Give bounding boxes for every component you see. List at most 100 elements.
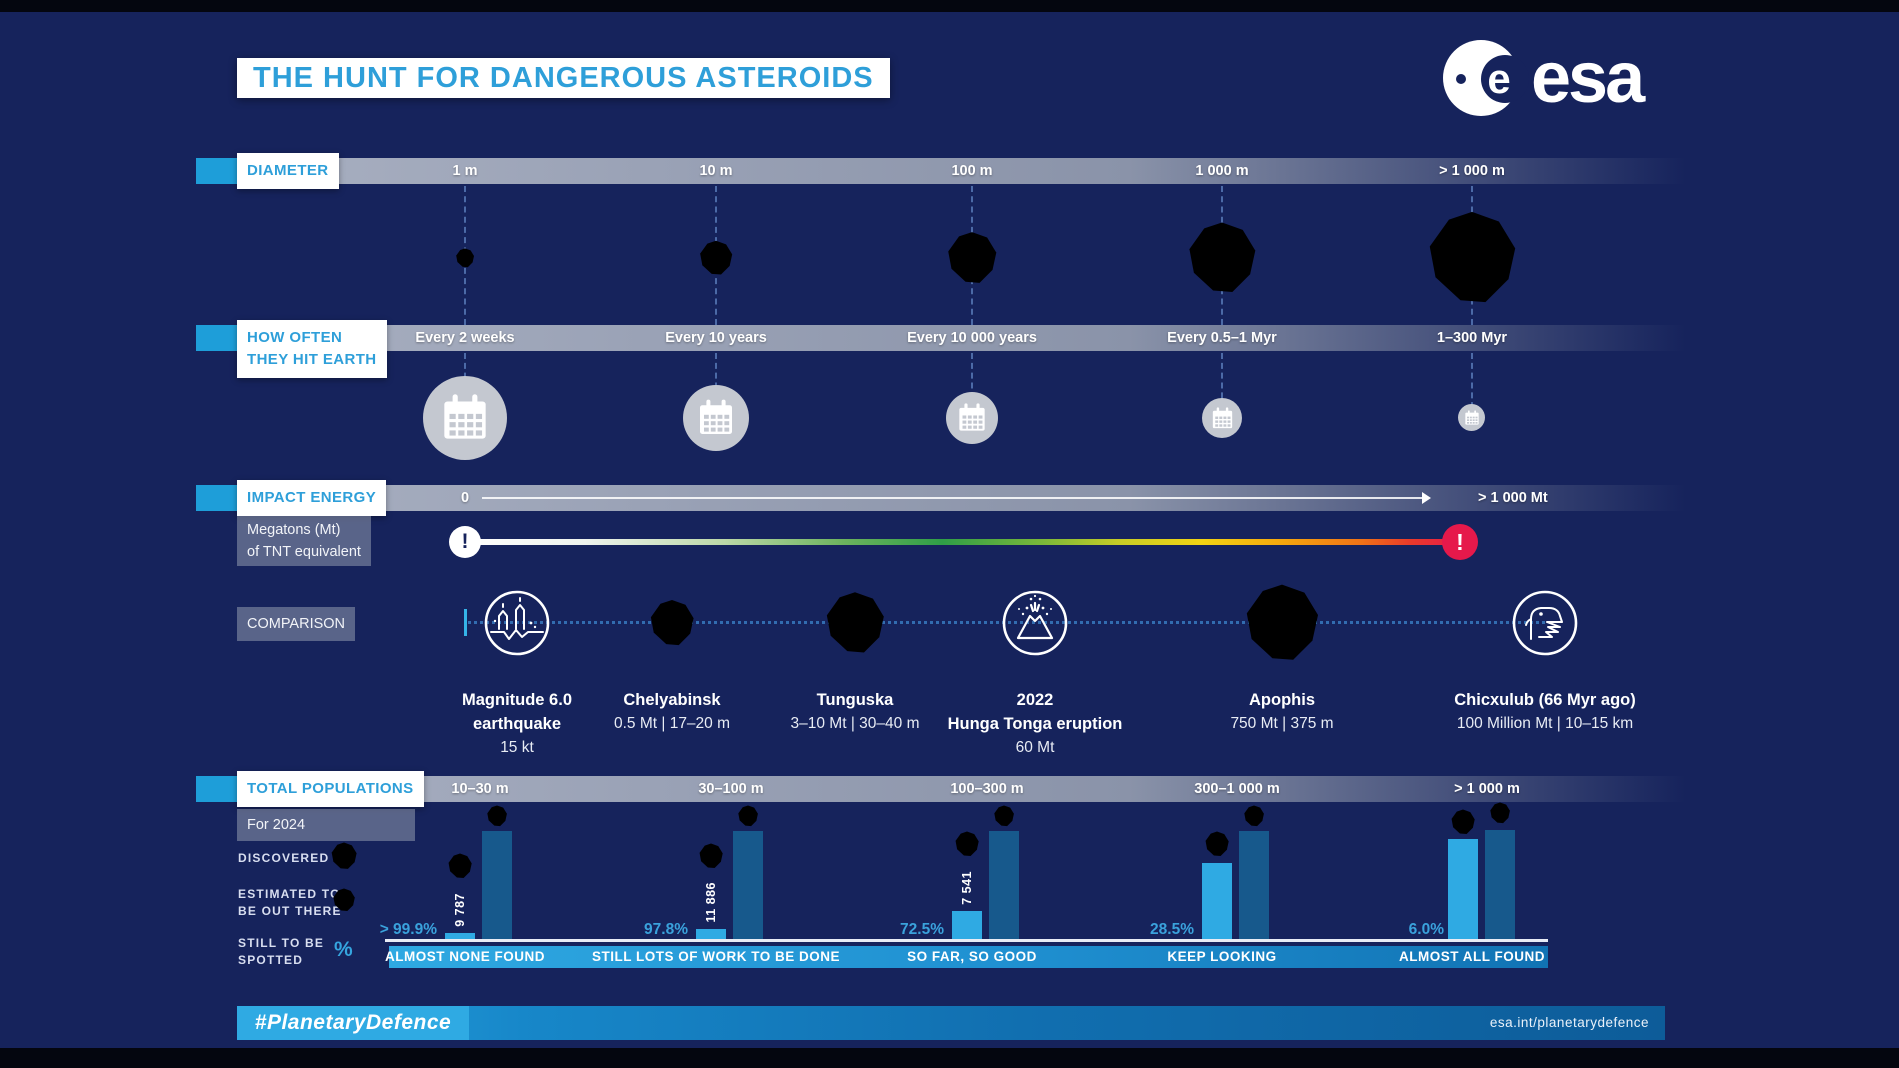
footer-url: esa.int/planetarydefence [1489,1015,1649,1030]
comparison-value: 0.5 Mt | 17–20 m [613,715,731,732]
accent-block [196,325,237,351]
bar-estimated: 6 900 [1239,681,1269,941]
hashtag-box: #PlanetaryDefence [237,1006,469,1040]
frequency-tick: Every 10 years [665,330,767,346]
percent-spotted: > 99.9% [379,921,437,938]
diameter-label-box: DIAMETER [237,153,339,189]
hashtag: #PlanetaryDefence [254,1011,452,1034]
population-category: > 1 000 m [1454,781,1520,797]
comparison-name: 2022 [1016,691,1054,709]
verdict-label: KEEP LOOKING [1167,949,1277,964]
bar-discovered: 11 886 [696,681,726,941]
estimated-asteroid-icon [1244,805,1264,827]
discovered-asteroid-icon [699,843,723,868]
populations-label: TOTAL POPULATIONS [247,780,414,797]
frequency-label: HOW OFTEN [247,329,343,346]
accent-block [196,485,237,511]
asteroid-icon [700,240,733,275]
calendar-icon [1202,398,1242,438]
legend-discovered: DISCOVERED [238,851,330,865]
bar-value: 11 886 [704,882,718,923]
bar-discovered: 9 787 [445,681,475,941]
bar-estimated: 0.6 Million [733,681,763,941]
impact-scale-start: 0 [460,490,470,506]
column-dash [971,353,973,418]
impact-energy-label: IMPACT ENERGY [247,489,377,506]
populations-year-box: For 2024 [237,809,415,841]
comparison-item: Magnitude 6.0 earthquake 15 kt [367,688,667,760]
bar-estimated: 936 [1485,681,1515,941]
comparison-value: 60 Mt [1015,739,1055,756]
comparison-name: Magnitude 6.0 [461,691,572,709]
arrow-right-icon [1422,492,1431,504]
bar-discovered: 7 541 [952,681,982,941]
comparison-name: Apophis [1249,691,1315,709]
comparison-name: Hunga Tonga eruption [947,715,1123,733]
page-title: THE HUNT FOR DANGEROUS ASTEROIDS [253,61,874,94]
diameter-tick: 1 m [452,163,478,179]
legend-estimated: ESTIMATED TO [238,887,341,901]
discovered-asteroid-icon [1205,831,1229,856]
comparison-value: 15 kt [500,739,534,756]
frequency-tick: Every 10 000 years [907,330,1037,346]
asteroid-icon [1429,211,1516,303]
verdict-strip [389,946,1548,968]
earthquake-icon [484,590,550,656]
energy-gradient-line [465,539,1460,545]
impact-energy-unit: of TNT equivalent [247,544,361,560]
populations-year: For 2024 [247,817,306,833]
accent-block [196,776,237,802]
comparison-item: 2022 Hunga Tonga eruption 60 Mt [885,688,1185,760]
diameter-tick: 1 000 m [1195,163,1249,179]
comparison-name: Chelyabinsk [623,691,721,709]
estimated-asteroid-icon [333,888,355,912]
comparison-dotted-line [468,621,1545,624]
comparison-name: earthquake [472,715,562,733]
verdict-label: SO FAR, SO GOOD [907,949,1037,964]
asteroid-icon [826,592,884,653]
bar-estimated: 40-50 Million [482,681,512,941]
discovered-asteroid-icon [331,842,357,869]
volcano-icon [1002,590,1068,656]
comparison-label-box: COMPARISON [237,607,356,641]
impact-scale-end: > 1 000 Mt [1478,490,1548,506]
asteroid-icon [650,599,694,646]
legend-still: STILL TO BE [238,936,325,950]
page-title-box: THE HUNT FOR DANGEROUS ASTEROIDS [237,58,890,98]
frequency-tick: 1–300 Myr [1436,330,1508,346]
esa-emblem-icon: e [1443,40,1529,116]
top-border [0,0,1899,12]
bar-discovered: 880 [1448,681,1478,941]
comparison-value: 3–10 Mt | 30–40 m [790,715,920,732]
accent-block [196,158,237,184]
comparison-start-tick [464,609,467,636]
calendar-icon [946,392,998,444]
populations-label-box: TOTAL POPULATIONS [237,771,424,807]
estimated-asteroid-icon [1490,802,1510,824]
legend-still: SPOTTED [238,953,304,967]
impact-energy-unit-box: Megatons (Mt) of TNT equivalent [237,516,371,566]
percent-spotted: 97.8% [644,921,688,938]
bar-estimated: 27 500 [989,681,1019,941]
comparison-name: Chicxulub (66 Myr ago) [1454,691,1636,709]
alert-icon-low: ! [449,526,481,558]
population-category: 100–300 m [950,781,1024,797]
percent-spotted: 6.0% [1408,921,1444,938]
comparison-value: 750 Mt | 375 m [1230,715,1334,732]
diameter-band: 1 m 10 m 100 m 1 000 m > 1 000 m [196,158,1701,184]
estimated-asteroid-icon [487,805,507,827]
comparison-item: Chelyabinsk 0.5 Mt | 17–20 m [522,688,822,736]
legend-estimated: BE OUT THERE [238,904,342,918]
bottom-border [0,1048,1899,1068]
percent-spotted: 72.5% [900,921,944,938]
bar-discovered: 4 933 [1202,681,1232,941]
dinosaur-icon [1512,590,1578,656]
asteroid-icon [948,232,997,283]
percent-icon: % [334,938,353,961]
impact-energy-band: 0 > 1 000 Mt [196,485,1701,511]
asteroid-icon [1246,584,1318,660]
estimated-asteroid-icon [738,805,758,827]
calendar-icon [423,376,507,460]
comparison-item: Chicxulub (66 Myr ago) 100 Million Mt | … [1395,688,1695,736]
